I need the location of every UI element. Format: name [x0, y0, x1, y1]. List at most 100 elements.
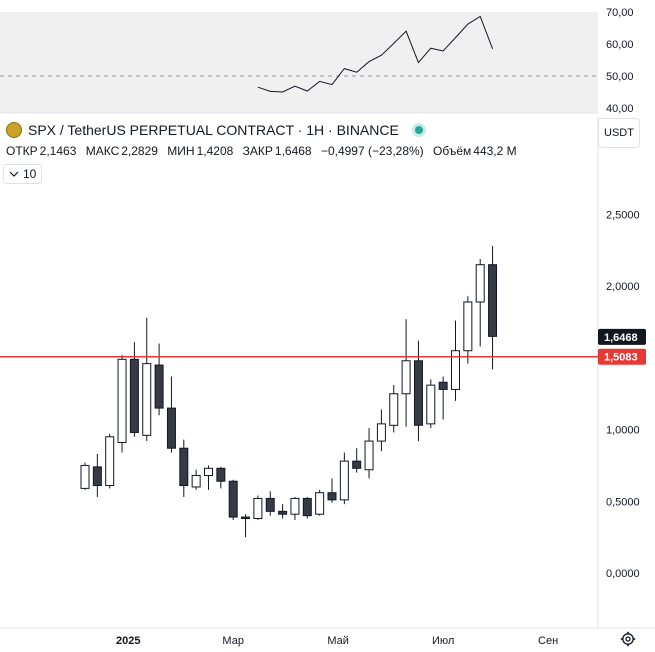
- candle-body: [302, 497, 312, 517]
- candle-body: [117, 358, 127, 444]
- candle: [216, 466, 226, 489]
- time-tick-label: Мар: [222, 635, 244, 647]
- close-label: ЗАКР: [242, 144, 273, 158]
- candle: [376, 409, 386, 452]
- candle-body: [253, 497, 263, 520]
- indicators-toggle-button[interactable]: 10: [3, 164, 43, 184]
- candle-body: [389, 393, 399, 426]
- ohlc-values: ОТКР 2,1463 МАКС 2,2829 МИН 1,4208 ЗАКР 1,64…: [6, 144, 519, 158]
- candle: [475, 258, 485, 347]
- candle-body: [166, 407, 176, 449]
- candle-body: [376, 423, 386, 442]
- oscillator-y-axis: 70,00 60,00 50,00 40,00: [606, 7, 634, 115]
- last-price-label: 1,6468: [604, 332, 638, 344]
- candle: [92, 453, 102, 497]
- candle: [302, 496, 312, 519]
- candle: [228, 479, 238, 520]
- open-label: ОТКР: [6, 144, 38, 158]
- candles-series: [80, 246, 498, 538]
- oscillator-tick-label: 70,00: [606, 7, 634, 19]
- price-tick-label: 1,0000: [606, 425, 640, 437]
- candle-body: [426, 384, 436, 425]
- candle-body: [413, 360, 423, 426]
- time-tick-label: Июл: [432, 635, 454, 647]
- candle-body: [438, 381, 448, 390]
- candle-body: [154, 364, 164, 409]
- price-tick-label: 0,5000: [606, 496, 640, 508]
- candle-body: [204, 467, 213, 476]
- price-tick-label: 2,0000: [606, 281, 640, 293]
- candle-body: [179, 447, 189, 487]
- candle: [265, 491, 275, 516]
- candle: [463, 296, 473, 364]
- volume-label: Объём: [433, 144, 472, 158]
- oscillator-line: [257, 15, 494, 93]
- open-value: 2,1463: [39, 144, 77, 158]
- candle: [438, 376, 448, 420]
- candle-body: [265, 497, 275, 512]
- candle: [154, 343, 164, 416]
- candle-body: [191, 474, 201, 488]
- candle-body: [352, 460, 362, 469]
- high-label: МАКС: [85, 144, 120, 158]
- time-tick-label: 2025: [116, 635, 140, 647]
- candle-body: [92, 466, 102, 487]
- symbol-title-row[interactable]: SPX / TetherUS PERPETUAL CONTRACT · 1Н ·…: [6, 122, 423, 138]
- candle-body: [327, 492, 337, 501]
- price-labels: 1,6468 1,5083: [598, 328, 646, 365]
- candle: [142, 317, 152, 442]
- live-status-dot-icon: [414, 126, 423, 134]
- currency-button[interactable]: USDT: [598, 118, 640, 148]
- candle-body: [105, 436, 115, 487]
- time-axis: 2025 Мар Май Июл Сен: [116, 635, 558, 647]
- candle-body: [339, 460, 349, 501]
- candle-body: [80, 464, 90, 489]
- time-tick-label: Май: [327, 635, 349, 647]
- candle: [117, 355, 127, 453]
- candle: [80, 462, 90, 490]
- oscillator-tick-label: 60,00: [606, 39, 634, 51]
- candle-body: [290, 497, 300, 515]
- candle: [315, 489, 325, 516]
- candle: [352, 448, 362, 473]
- candle-body: [401, 360, 411, 395]
- volume-value: 443,2 M: [473, 144, 517, 158]
- candle-body: [451, 350, 460, 390]
- candle: [413, 340, 423, 442]
- candle: [426, 379, 436, 429]
- gear-icon[interactable]: [620, 631, 636, 647]
- candle-body: [315, 492, 325, 515]
- candle-body: [463, 301, 473, 352]
- candle-body: [488, 264, 498, 337]
- horizontal-line-label-bg: [598, 348, 646, 365]
- candle-body: [475, 264, 485, 303]
- candle-body: [364, 440, 374, 471]
- change-value: −0,4997 (−23,28%): [320, 144, 424, 158]
- candle: [179, 439, 189, 497]
- candle: [290, 496, 300, 520]
- candle: [166, 376, 176, 453]
- candle: [129, 342, 139, 437]
- symbol-title: SPX / TetherUS PERPETUAL CONTRACT · 1Н ·…: [28, 122, 399, 138]
- oscillator-tick-label: 50,00: [606, 71, 634, 83]
- chevron-down-icon: [9, 171, 19, 177]
- low-label: МИН: [167, 144, 195, 158]
- candle-body: [129, 358, 139, 433]
- candle: [389, 385, 399, 433]
- oscillator-background: [0, 12, 598, 113]
- candle: [488, 246, 498, 370]
- indicators-count: 10: [23, 167, 37, 181]
- candle-body: [241, 516, 251, 520]
- low-value: 1,4208: [196, 144, 234, 158]
- high-value: 2,2829: [121, 144, 158, 158]
- candle: [204, 465, 213, 490]
- candle-body: [278, 510, 288, 515]
- candle-body: [142, 363, 152, 436]
- coin-logo-icon: [6, 122, 22, 138]
- last-price-label-bg: [598, 328, 646, 345]
- candle-body: [228, 480, 238, 518]
- candle: [191, 469, 201, 490]
- price-tick-label: 0,0000: [606, 568, 640, 580]
- oscillator-pane[interactable]: 70,00 60,00 50,00 40,00: [0, 0, 655, 116]
